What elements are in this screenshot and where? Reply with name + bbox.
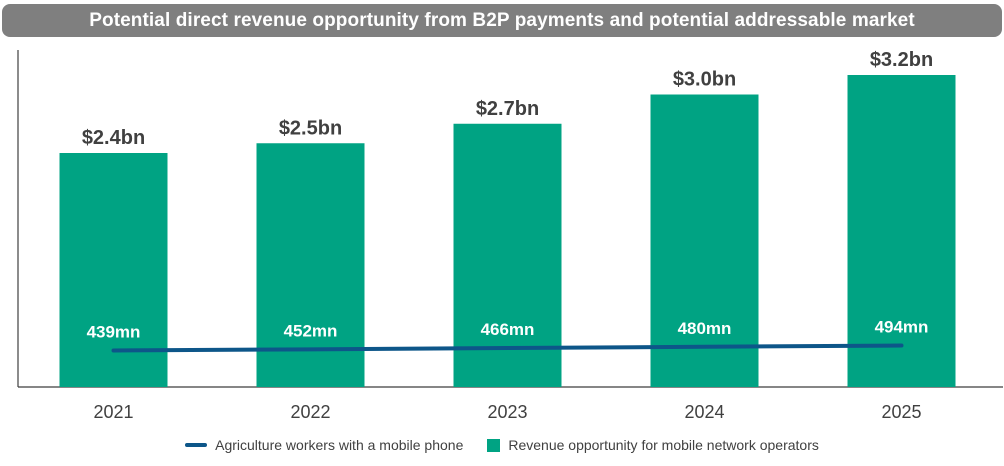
legend-line-label: Agriculture workers with a mobile phone [215, 437, 464, 453]
line-value-label-2022: 452mn [284, 321, 338, 340]
x-tick-label-2025: 2025 [881, 402, 921, 422]
line-value-label-2021: 439mn [87, 323, 141, 342]
x-tick-label-2022: 2022 [290, 402, 330, 422]
line-value-label-2023: 466mn [481, 320, 535, 339]
legend-line-swatch [185, 443, 208, 447]
bar-2021 [59, 153, 168, 387]
bar-value-label-2021: $2.4bn [82, 127, 145, 149]
line-value-label-2025: 494mn [875, 317, 929, 336]
legend-bar-swatch [487, 438, 501, 452]
chart-area: $2.4bn 2021 $2.5bn 2022 $2.7bn 2023 $3.0bn 2024… [17, 49, 1003, 422]
legend-item-bar: Revenue opportunity for mobile network o… [487, 437, 819, 453]
chart-title-bar: Potential direct revenue opportunity fro… [2, 4, 1002, 37]
bar-value-label-2022: $2.5bn [279, 117, 342, 139]
bar-2024 [650, 94, 759, 387]
bar-value-label-2024: $3.0bn [673, 69, 736, 91]
x-tick-label-2024: 2024 [684, 402, 724, 422]
legend-item-line: Agriculture workers with a mobile phone [185, 437, 463, 453]
legend: Agriculture workers with a mobile phone … [0, 434, 1004, 456]
x-tick-label-2021: 2021 [93, 402, 133, 422]
bar-value-label-2025: $3.2bn [870, 49, 933, 71]
bar-2025 [847, 75, 956, 387]
chart-title: Potential direct revenue opportunity fro… [89, 9, 915, 31]
x-tick-label-2023: 2023 [487, 402, 527, 422]
bar-value-label-2023: $2.7bn [476, 98, 539, 120]
line-value-label-2024: 480mn [678, 319, 732, 338]
bar-2022 [256, 143, 365, 387]
legend-bar-label: Revenue opportunity for mobile network o… [508, 437, 819, 453]
bar-2023 [453, 123, 562, 387]
